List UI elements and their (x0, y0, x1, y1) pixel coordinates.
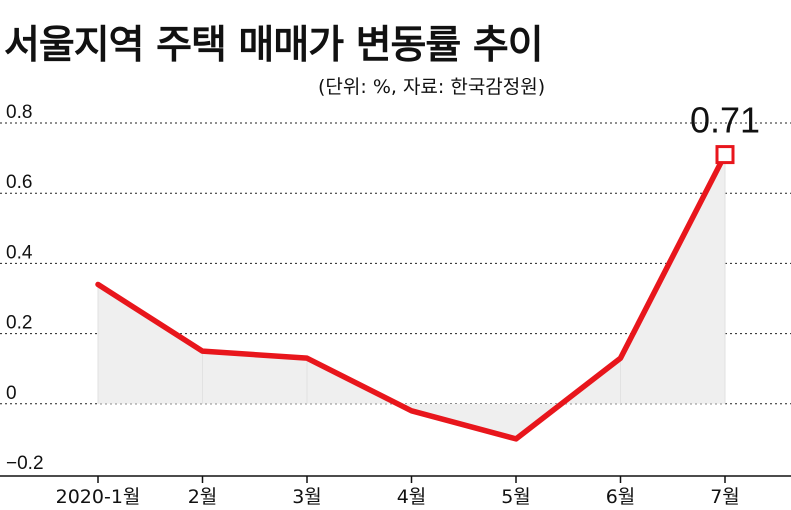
highlight-value-label: 0.71 (690, 100, 760, 141)
area-fill (98, 154, 725, 439)
y-tick-label: 0.8 (6, 102, 32, 123)
vertical-guides (97, 154, 726, 404)
chart-title: 서울지역 주택 매매가 변동률 추이 (4, 23, 544, 68)
x-tick-label: 3월 (292, 486, 322, 508)
x-tick-label: 2월 (188, 486, 218, 508)
x-tick-label: 6월 (606, 486, 636, 508)
x-tick-label: 7월 (710, 486, 740, 508)
x-tick-label: 2020-1월 (56, 486, 141, 508)
chart-subtitle: (단위: %, 자료: 한국감정원) (318, 76, 546, 98)
x-tick-label: 5월 (501, 486, 531, 508)
y-tick-label: −0.2 (6, 453, 44, 474)
x-axis-ticks: 2020-1월 2월 3월 4월 5월 6월 7월 (56, 476, 740, 508)
y-tick-label: 0 (6, 383, 17, 404)
series-line (95, 151, 728, 442)
y-tick-label: 0.2 (6, 313, 32, 334)
y-axis-ticks: 0.8 0.6 0.4 0.2 0 −0.2 (6, 102, 44, 474)
y-tick-label: 0.4 (6, 242, 33, 263)
x-tick-label: 4월 (397, 486, 427, 508)
highlight-marker (715, 145, 735, 165)
y-tick-label: 0.6 (6, 172, 32, 193)
